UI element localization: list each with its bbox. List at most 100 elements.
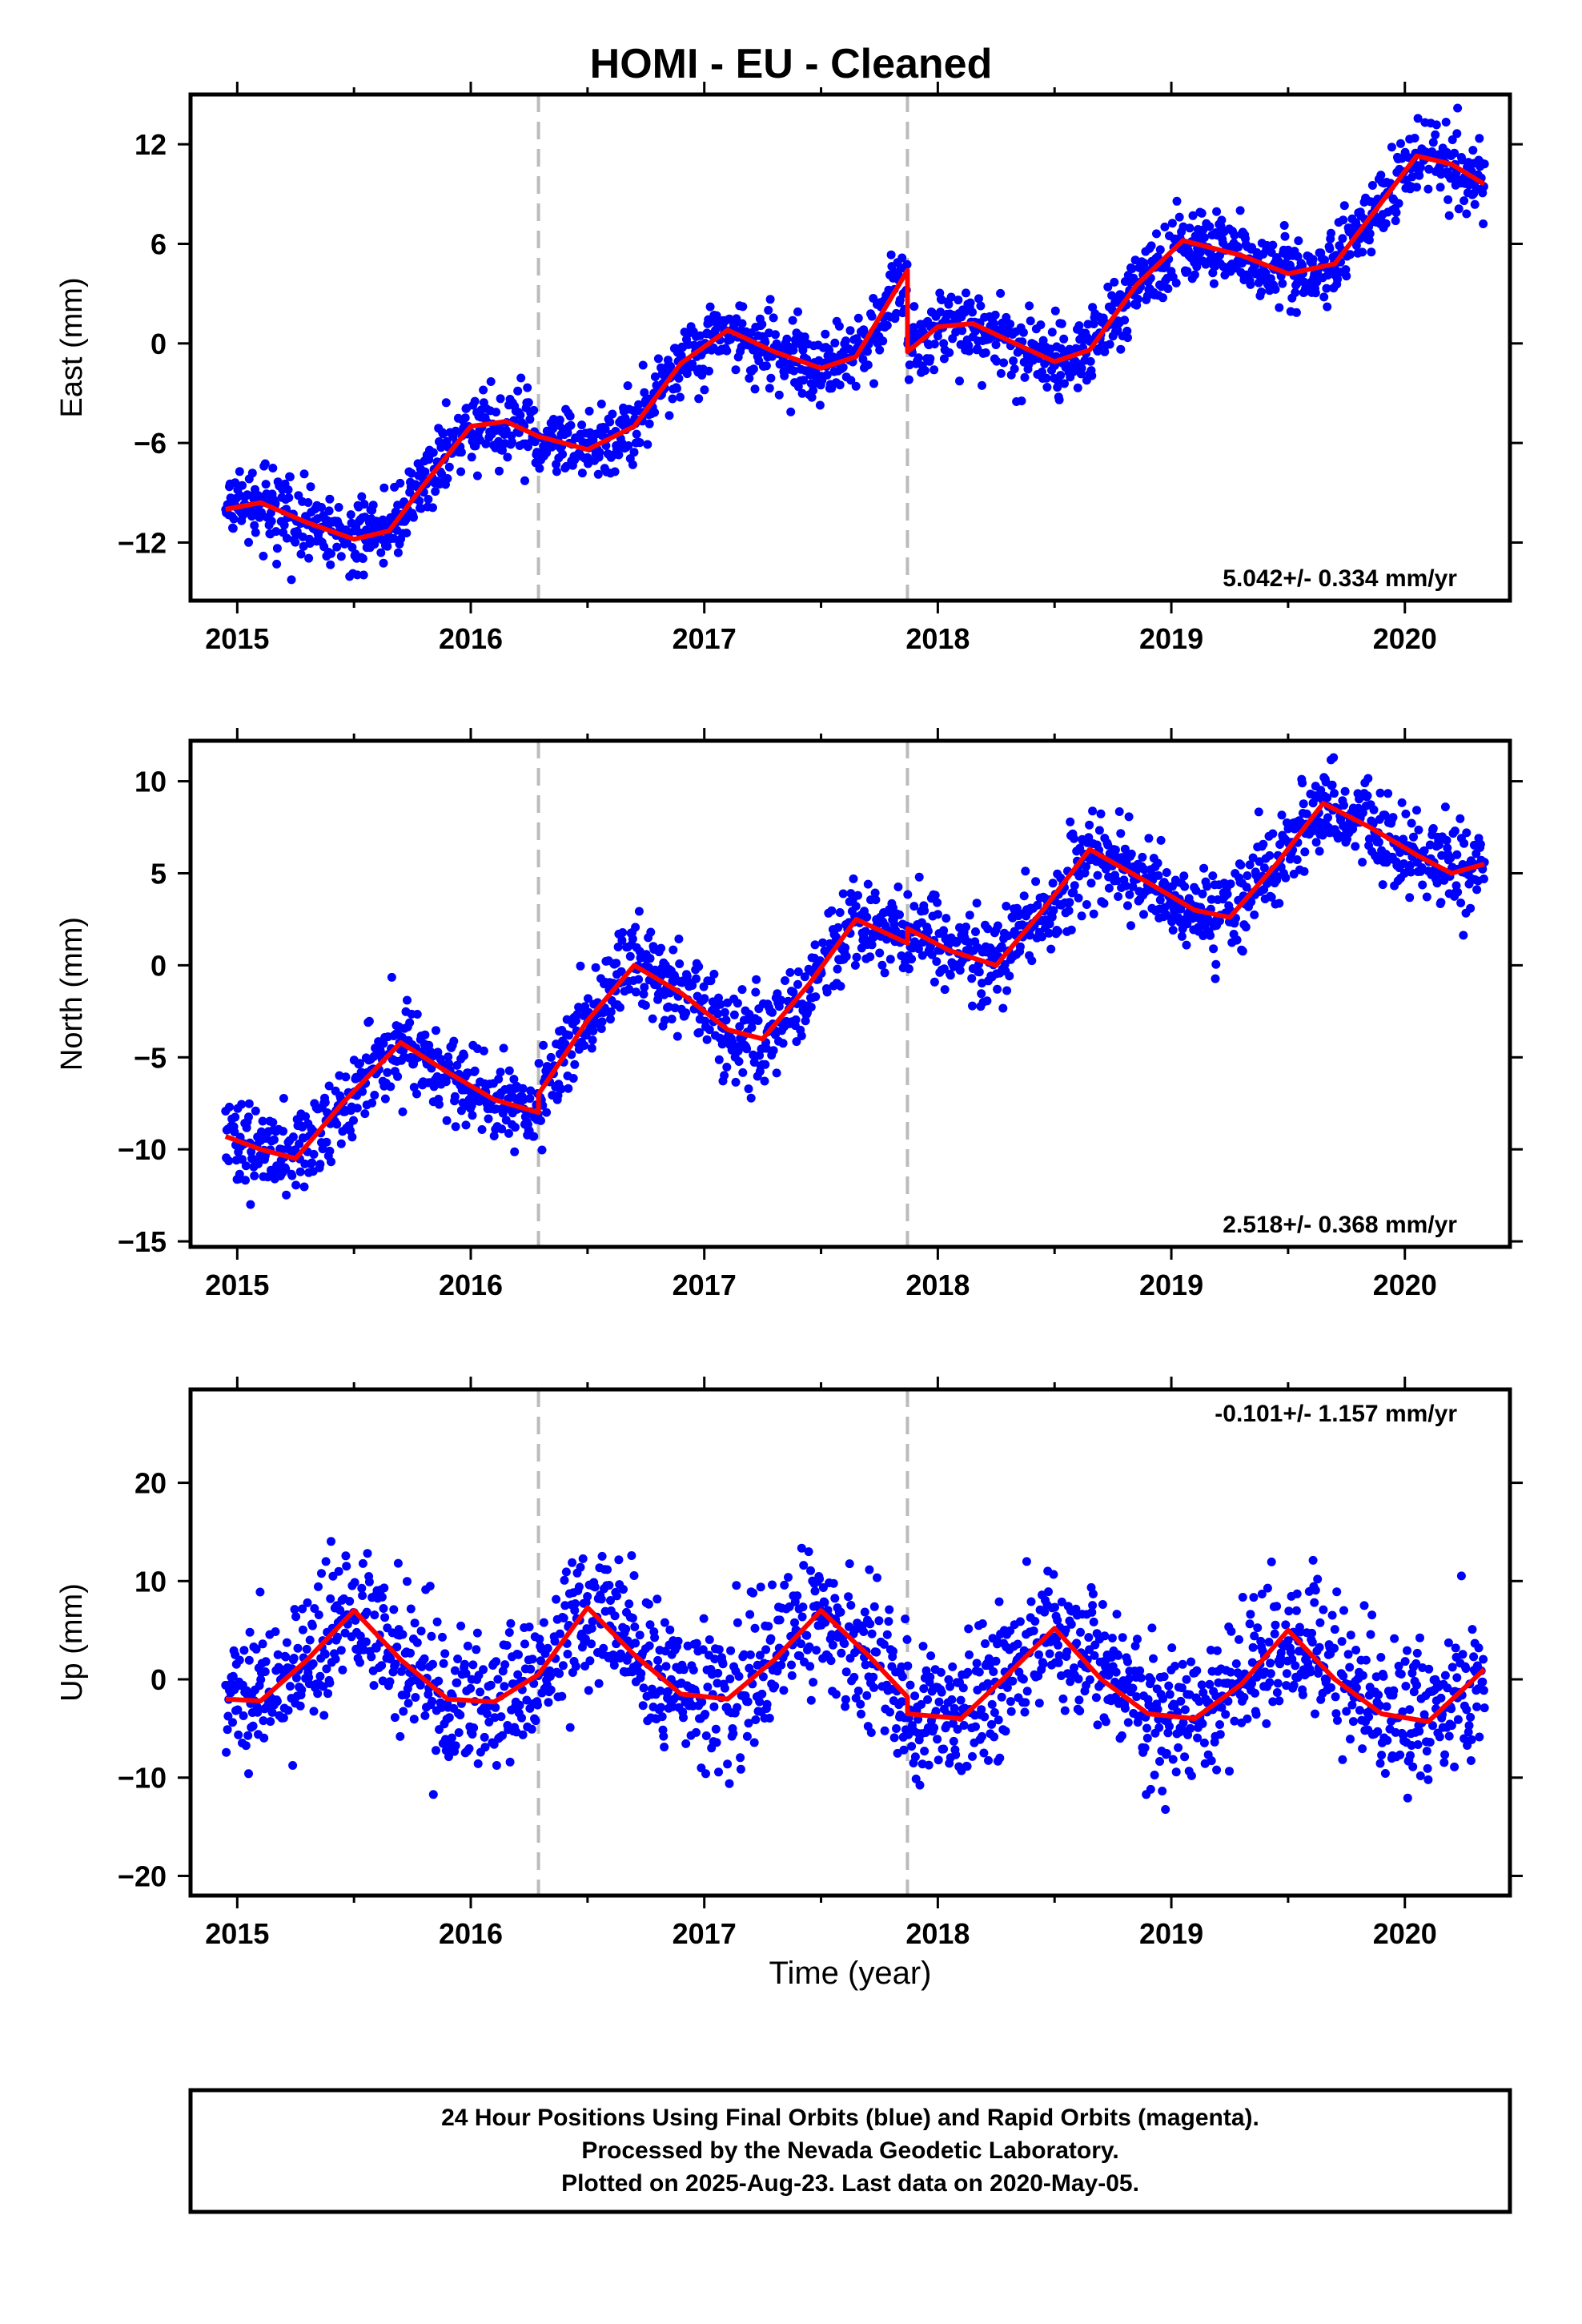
- data-point: [1031, 877, 1041, 887]
- data-point: [587, 1623, 596, 1633]
- data-point: [235, 467, 244, 476]
- data-point: [853, 313, 863, 323]
- data-point: [1162, 1749, 1171, 1758]
- data-point: [674, 373, 684, 383]
- data-point: [1192, 262, 1202, 271]
- data-point: [359, 500, 369, 509]
- data-point: [971, 927, 980, 936]
- data-point: [917, 951, 927, 960]
- data-point: [1120, 1703, 1130, 1713]
- data-point: [513, 386, 523, 396]
- data-point: [332, 542, 342, 552]
- data-point: [645, 1620, 655, 1630]
- data-point: [385, 1677, 395, 1687]
- data-point: [797, 1543, 806, 1553]
- data-point: [805, 1662, 815, 1671]
- data-point: [534, 1059, 544, 1068]
- data-point: [1460, 196, 1469, 206]
- data-point: [997, 1692, 1006, 1702]
- data-point: [496, 1712, 506, 1722]
- data-point: [968, 1751, 977, 1761]
- data-point: [1133, 295, 1142, 304]
- data-point: [777, 1660, 786, 1670]
- data-point: [429, 1082, 439, 1092]
- data-point: [926, 1672, 935, 1682]
- data-point: [1391, 207, 1401, 217]
- data-point: [596, 400, 606, 408]
- data-point: [350, 1578, 359, 1587]
- data-point: [742, 1731, 752, 1741]
- data-point: [902, 1634, 912, 1644]
- data-point: [383, 1068, 392, 1077]
- data-point: [463, 1641, 472, 1651]
- data-point: [1291, 287, 1300, 297]
- data-point: [826, 1656, 836, 1666]
- data-point: [920, 366, 930, 376]
- data-point: [768, 1007, 777, 1017]
- data-point: [656, 943, 666, 953]
- data-point: [420, 1654, 429, 1663]
- data-point: [1206, 1646, 1215, 1655]
- data-point: [302, 1644, 311, 1654]
- data-point: [393, 548, 403, 557]
- data-point: [1162, 868, 1171, 877]
- data-point: [974, 294, 983, 304]
- data-point: [1105, 340, 1114, 349]
- data-point: [244, 1769, 253, 1779]
- data-point: [1212, 1765, 1222, 1775]
- data-point: [639, 989, 648, 999]
- data-point: [416, 1680, 425, 1690]
- data-point: [1065, 898, 1074, 907]
- data-point: [565, 1723, 575, 1732]
- x-tick-label: 2019: [1139, 622, 1203, 655]
- data-point: [990, 310, 1000, 320]
- data-point: [1459, 931, 1468, 940]
- data-point: [873, 1573, 881, 1582]
- data-point: [271, 1627, 280, 1636]
- data-point: [1401, 809, 1411, 818]
- data-point: [539, 1040, 548, 1050]
- data-point: [1207, 895, 1216, 904]
- data-point: [851, 902, 861, 911]
- data-point: [1339, 215, 1348, 225]
- data-point: [976, 301, 986, 311]
- y-tick-label: 5: [151, 857, 167, 890]
- data-point: [327, 549, 335, 558]
- data-point: [444, 1752, 453, 1762]
- data-point: [307, 1158, 317, 1168]
- data-point: [1026, 1597, 1036, 1606]
- data-point: [871, 895, 881, 905]
- data-point: [557, 1691, 567, 1701]
- data-point: [470, 396, 480, 406]
- data-point: [889, 1647, 897, 1656]
- data-point: [1122, 326, 1132, 336]
- data-point: [984, 1755, 993, 1765]
- data-point: [392, 1642, 402, 1652]
- data-point: [1476, 839, 1485, 849]
- data-point: [644, 419, 654, 428]
- data-point: [503, 452, 512, 462]
- data-point: [1003, 931, 1013, 940]
- data-point: [603, 1565, 612, 1574]
- data-point: [749, 364, 758, 374]
- data-point: [829, 1578, 838, 1588]
- data-point: [966, 298, 975, 308]
- data-point: [432, 1746, 440, 1755]
- data-point: [450, 1666, 460, 1675]
- data-point: [533, 1700, 542, 1710]
- data-point: [1165, 1722, 1174, 1731]
- data-point: [380, 1094, 390, 1104]
- data-point: [420, 467, 430, 476]
- data-point: [1364, 235, 1374, 245]
- data-point: [643, 440, 652, 449]
- data-point: [930, 340, 939, 349]
- data-point: [1009, 356, 1018, 366]
- data-point: [259, 1716, 268, 1726]
- data-point: [1096, 809, 1106, 818]
- data-point: [1241, 923, 1251, 932]
- data-point: [1470, 199, 1480, 209]
- data-point: [1072, 1638, 1082, 1648]
- data-point: [1040, 1607, 1050, 1617]
- data-point: [731, 365, 741, 375]
- data-point: [869, 1602, 879, 1611]
